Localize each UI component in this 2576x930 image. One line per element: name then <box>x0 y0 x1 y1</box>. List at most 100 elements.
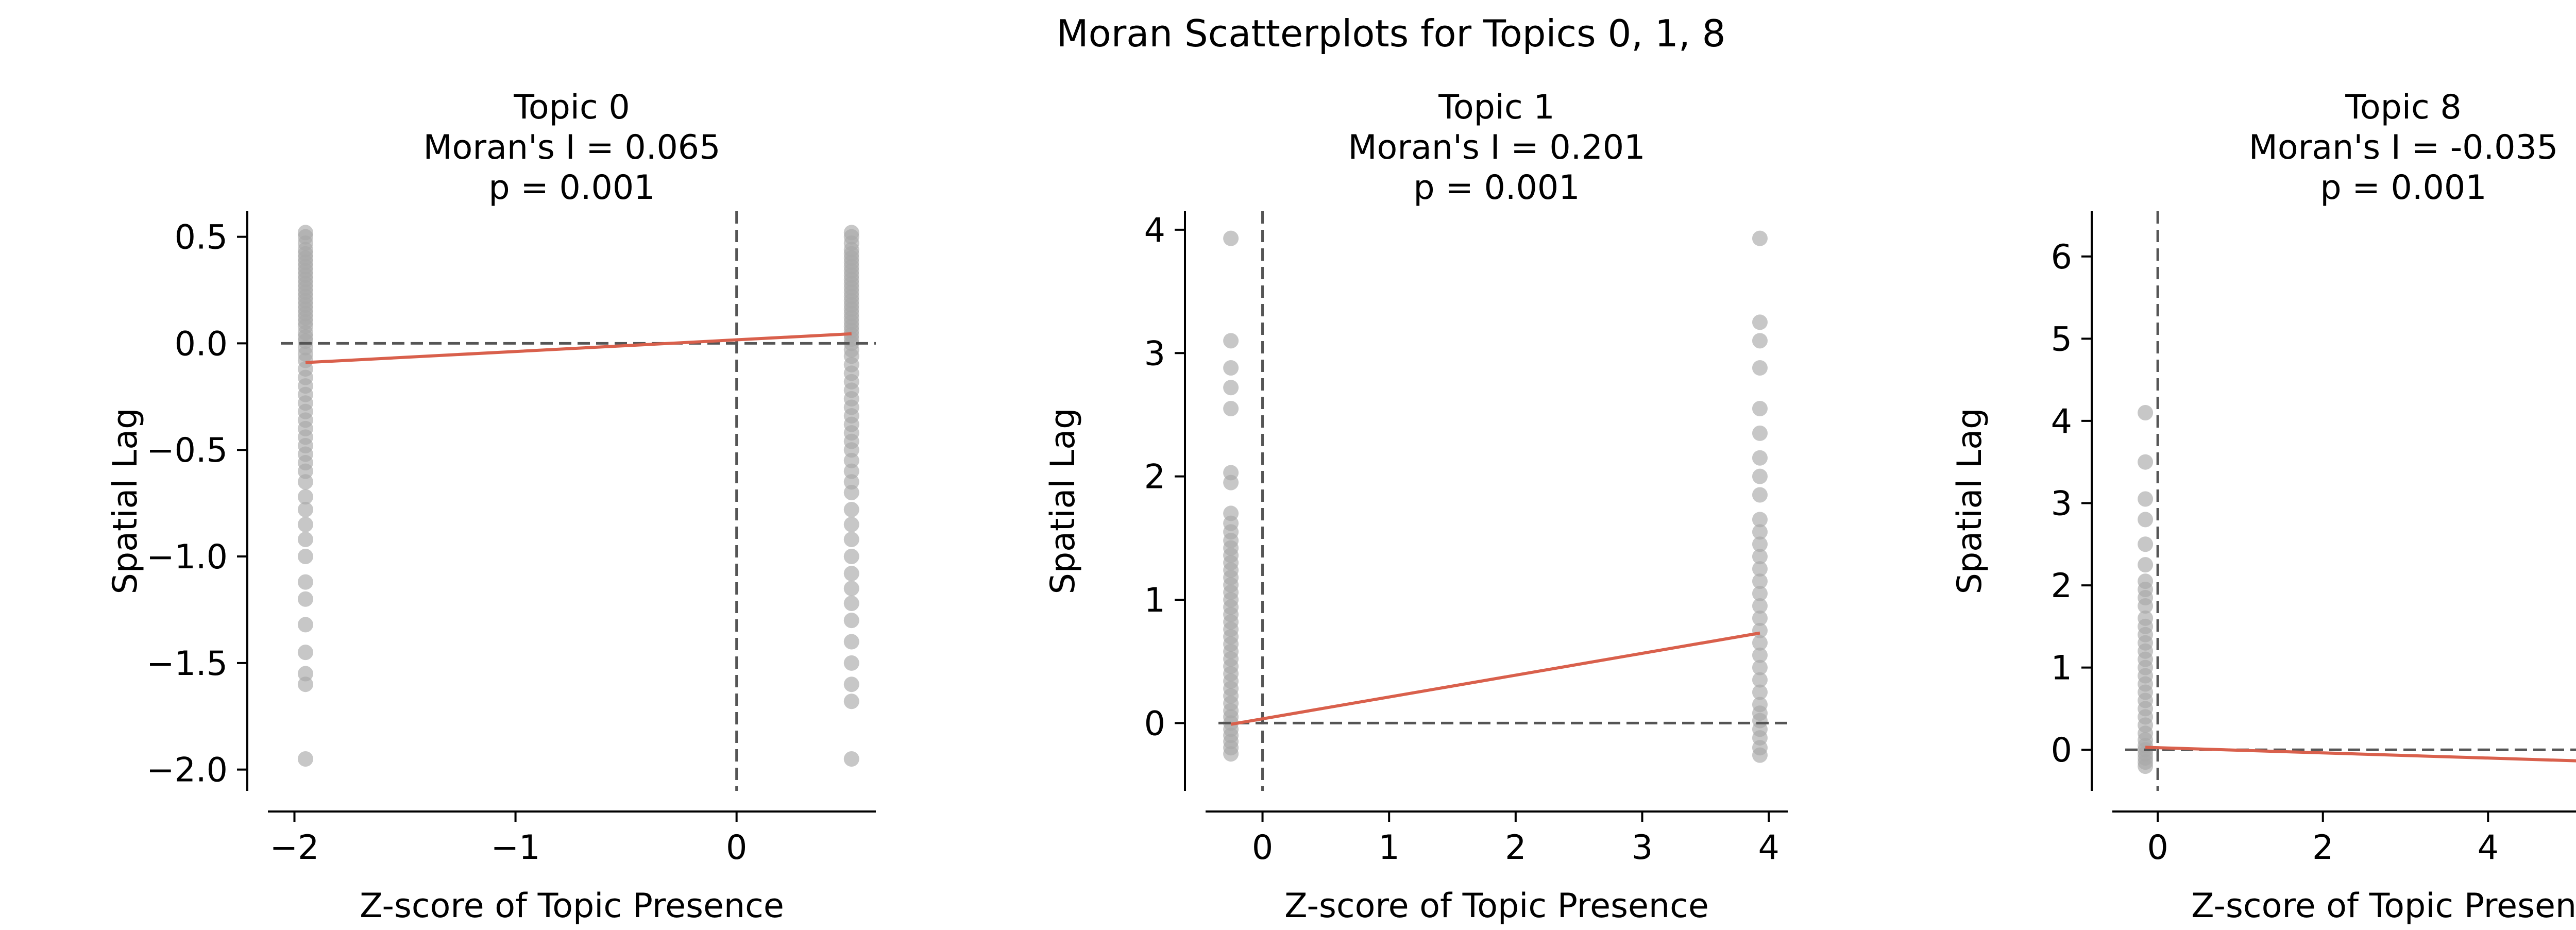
data-point <box>1752 512 1768 528</box>
data-point <box>297 617 313 633</box>
data-point <box>1752 598 1768 614</box>
data-point <box>843 751 859 767</box>
data-point <box>297 463 313 479</box>
data-point <box>1752 672 1768 688</box>
x-tick-label: 0 <box>1252 828 1273 867</box>
data-point <box>1223 230 1239 246</box>
data-point <box>1752 747 1768 763</box>
data-point <box>1223 380 1239 396</box>
data-point <box>1752 400 1768 416</box>
regression-fit-line <box>2145 746 2576 763</box>
data-point <box>843 566 859 582</box>
data-point <box>1752 230 1768 246</box>
subplot-title-line-2: Moran's I = -0.035 <box>2249 128 2558 167</box>
data-point <box>843 677 859 692</box>
data-point <box>1752 660 1768 675</box>
data-point <box>1223 400 1239 416</box>
data-point <box>843 442 859 458</box>
regression-fit-line <box>305 332 852 364</box>
data-point <box>1223 475 1239 491</box>
data-point <box>297 574 313 590</box>
x-tick-label: 3 <box>1632 828 1653 867</box>
y-tick-label: −2.0 <box>146 751 228 790</box>
subplot-title-line-1: Topic 1 <box>1438 88 1555 127</box>
subplot-title-line-3: p = 0.001 <box>1413 168 1580 207</box>
regression-fit-line <box>1230 631 1760 726</box>
data-point <box>843 596 859 612</box>
data-point <box>843 694 859 709</box>
data-point <box>843 549 859 565</box>
data-point <box>297 751 313 767</box>
y-axis-label: Spatial Lag <box>1951 408 1989 595</box>
data-point <box>843 484 859 500</box>
data-point <box>1752 684 1768 700</box>
data-point <box>297 549 313 565</box>
y-tick-label: 4 <box>1144 211 1165 250</box>
data-point <box>843 474 859 490</box>
x-tick-label: 2 <box>1505 828 1526 867</box>
subplot-title-line-3: p = 0.001 <box>488 168 655 207</box>
subplot-title-line-1: Topic 0 <box>513 88 630 127</box>
data-point <box>1752 549 1768 565</box>
data-point <box>1752 468 1768 484</box>
data-point <box>843 452 859 468</box>
y-tick-label: 3 <box>1144 334 1165 373</box>
data-point <box>2138 758 2154 774</box>
subplot-title-line-2: Moran's I = 0.201 <box>1348 128 1645 167</box>
data-point <box>843 634 859 650</box>
data-point <box>1752 333 1768 349</box>
subplot-title-line-1: Topic 8 <box>2345 88 2462 127</box>
data-point <box>1752 561 1768 577</box>
data-point <box>843 581 859 597</box>
x-axis-label: Z-score of Topic Presence <box>1284 887 1709 925</box>
data-point <box>843 463 859 479</box>
data-point <box>297 591 313 607</box>
data-point <box>2138 557 2154 573</box>
data-point <box>843 502 859 518</box>
data-point <box>2138 491 2154 507</box>
y-tick-label: 0.5 <box>175 218 228 257</box>
data-point <box>297 516 313 532</box>
x-tick-label: 4 <box>2478 828 2499 867</box>
x-tick-label: 0 <box>2147 828 2168 867</box>
x-tick-label: 1 <box>1379 828 1400 867</box>
y-tick-label: 0 <box>1144 704 1165 743</box>
x-tick-label: 0 <box>726 828 747 867</box>
data-point <box>1752 635 1768 651</box>
data-point <box>1752 425 1768 441</box>
data-point <box>1752 586 1768 602</box>
y-tick-label: 5 <box>2051 320 2072 359</box>
data-point <box>297 645 313 661</box>
y-tick-label: 0 <box>2051 731 2072 770</box>
y-tick-label: 4 <box>2051 402 2072 441</box>
y-tick-label: 3 <box>2051 484 2072 523</box>
data-point <box>297 489 313 505</box>
y-tick-label: 2 <box>1144 458 1165 497</box>
data-point <box>1752 360 1768 376</box>
y-tick-label: −1.5 <box>146 645 228 683</box>
figure-title: Moran Scatterplots for Topics 0, 1, 8 <box>1057 12 1726 55</box>
data-point <box>1223 746 1239 762</box>
data-point <box>2138 536 2154 552</box>
data-point <box>1223 360 1239 376</box>
x-tick-label: 4 <box>1758 828 1779 867</box>
y-axis-label: Spatial Lag <box>1044 408 1082 595</box>
x-tick-label: 2 <box>2312 828 2333 867</box>
data-point <box>843 531 859 547</box>
data-point <box>297 531 313 547</box>
y-tick-label: −0.5 <box>146 431 228 470</box>
data-point <box>2138 598 2154 614</box>
y-tick-label: 2 <box>2051 567 2072 605</box>
y-tick-label: −1.0 <box>146 538 228 577</box>
data-point <box>2138 454 2154 470</box>
data-point <box>1752 573 1768 589</box>
data-point <box>1752 314 1768 330</box>
data-point <box>843 613 859 629</box>
data-point <box>1752 647 1768 663</box>
data-point <box>2138 512 2154 528</box>
data-point <box>297 677 313 692</box>
